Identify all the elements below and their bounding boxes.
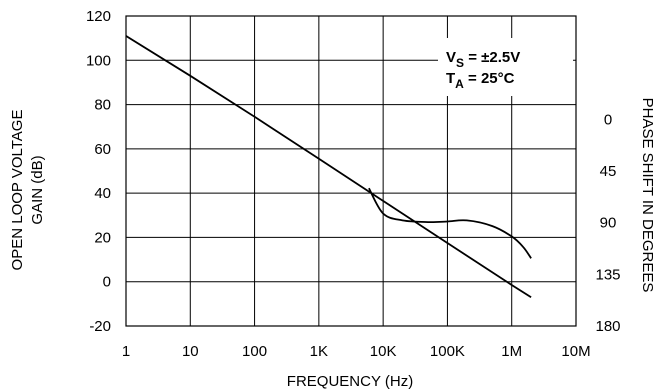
x-tick-label: 10M (561, 343, 590, 360)
y-tick-label-left: 120 (86, 8, 111, 25)
y-tick-label-right: 180 (595, 318, 620, 335)
series (125, 35, 532, 298)
y-axis-label-left-line1: OPEN LOOP VOLTAGE (9, 110, 26, 271)
y-axis-label-right: PHASE SHIFT IN DEGREES (639, 98, 655, 293)
plot-frame (125, 15, 577, 327)
tick-labels: 1 10 100 1K 10K 100K 1M 10M -20 0 20 40 60 80 100 120 0 4… (86, 8, 621, 360)
y-tick-label-left: -20 (89, 318, 111, 335)
y-tick-label-left: 60 (94, 141, 111, 158)
annotation-box (438, 38, 573, 96)
x-tick-label: 1M (501, 343, 522, 360)
y-tick-label-right: 45 (600, 163, 617, 180)
phase-curve (368, 187, 532, 259)
y-axis-label-left-line2: GAIN (dB) (29, 155, 46, 224)
y-tick-label-right: 135 (595, 266, 620, 283)
gain-line (125, 35, 532, 298)
x-tick-label: 1K (310, 343, 328, 360)
annotation-ta: TA = 25°C (446, 70, 515, 91)
x-tick-label: 100K (430, 343, 465, 360)
x-tick-label: 10 (182, 343, 199, 360)
y-tick-label-left: 40 (94, 185, 111, 202)
x-tick-label: 1 (122, 343, 130, 360)
y-tick-label-left: 0 (103, 274, 111, 291)
y-tick-label-right: 90 (600, 215, 617, 232)
y-tick-label-right: 0 (604, 111, 612, 128)
y-tick-label-left: 20 (94, 229, 111, 246)
annotation-vs: VS = ±2.5V (446, 49, 520, 70)
x-axis-label: FREQUENCY (Hz) (287, 373, 413, 390)
x-tick-label: 10K (370, 343, 397, 360)
y-tick-label-left: 80 (94, 97, 111, 114)
x-tick-label: 100 (242, 343, 267, 360)
y-tick-label-left: 100 (86, 52, 111, 69)
